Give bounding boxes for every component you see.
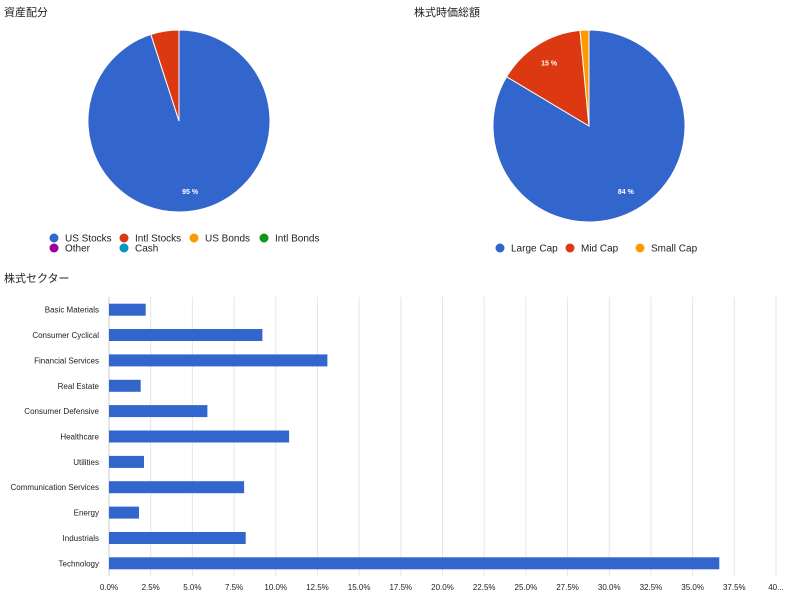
- x-tick-label: 35.0%: [681, 583, 704, 592]
- pie0-legend-intl-bonds[interactable]: Intl Bonds: [275, 234, 319, 245]
- bar-real-estate[interactable]: [109, 379, 141, 392]
- x-tick-label: 40...: [768, 583, 784, 592]
- asset-allocation-title: 資産配分: [4, 7, 48, 19]
- x-tick-label: 30.0%: [598, 583, 621, 592]
- x-tick-label: 22.5%: [473, 583, 496, 592]
- pie1-legend-marker-large-cap: [495, 243, 505, 253]
- x-tick-label: 0.0%: [100, 583, 118, 592]
- pie0-legend-marker-cash: [119, 243, 129, 253]
- bar-consumer-cyclical[interactable]: [109, 329, 263, 341]
- category-label-basic-materials: Basic Materials: [45, 306, 99, 315]
- bar-energy[interactable]: [109, 506, 139, 519]
- category-label-energy: Energy: [74, 509, 99, 518]
- x-tick-label: 37.5%: [723, 583, 746, 592]
- x-tick-label: 32.5%: [640, 583, 663, 592]
- x-tick-label: 15.0%: [348, 583, 371, 592]
- x-tick-label: 10.0%: [264, 583, 287, 592]
- category-label-communication-services: Communication Services: [11, 483, 99, 492]
- category-label-utilities: Utilities: [73, 458, 99, 467]
- category-label-financial-services: Financial Services: [34, 356, 99, 365]
- category-label-technology: Technology: [59, 559, 99, 568]
- x-tick-label: 27.5%: [556, 583, 579, 592]
- bar-communication-services[interactable]: [109, 481, 245, 494]
- pie1-legend-marker-mid-cap: [565, 243, 575, 253]
- category-label-industrials: Industrials: [63, 534, 99, 543]
- pie0-legend-marker-other: [49, 243, 59, 253]
- category-label-consumer-cyclical: Consumer Cyclical: [32, 331, 99, 340]
- category-label-healthcare: Healthcare: [60, 433, 99, 442]
- pie1-legend-marker-small-cap: [635, 243, 645, 253]
- pie0-legend-marker-us-bonds: [189, 233, 199, 243]
- pie1-label-mid-cap: 15 %: [541, 61, 558, 68]
- pie0-legend-cash[interactable]: Cash: [135, 244, 158, 255]
- pie0-label-us-stocks: 95 %: [182, 189, 199, 196]
- pie1-legend-small-cap[interactable]: Small Cap: [651, 244, 698, 255]
- bar-basic-materials[interactable]: [109, 303, 146, 316]
- category-label-real-estate: Real Estate: [58, 382, 100, 391]
- pie1-slice-small-cap[interactable]: [579, 29, 590, 127]
- x-tick-label: 12.5%: [306, 583, 329, 592]
- pie1-legend-mid-cap[interactable]: Mid Cap: [581, 244, 619, 255]
- bar-utilities[interactable]: [109, 455, 144, 468]
- pie0-legend-other[interactable]: Other: [65, 244, 91, 255]
- category-label-consumer-defensive: Consumer Defensive: [24, 407, 99, 416]
- pie1-legend-large-cap[interactable]: Large Cap: [511, 244, 558, 255]
- bar-industrials[interactable]: [109, 532, 246, 544]
- pie0-legend-us-bonds[interactable]: US Bonds: [205, 234, 250, 245]
- pie0-slice-intl-stocks[interactable]: [150, 29, 180, 122]
- bar-financial-services[interactable]: [109, 354, 328, 367]
- bar-healthcare[interactable]: [109, 430, 290, 443]
- x-tick-label: 2.5%: [142, 583, 160, 592]
- sector-chart-title: 株式セクター: [4, 273, 70, 285]
- pie0-legend-intl-stocks[interactable]: Intl Stocks: [135, 234, 181, 245]
- pie0-legend-marker-us-stocks: [49, 233, 59, 243]
- x-tick-label: 7.5%: [225, 583, 243, 592]
- x-tick-label: 25.0%: [515, 583, 538, 592]
- pie0-legend-marker-intl-stocks: [119, 233, 129, 243]
- pie0-legend-us-stocks[interactable]: US Stocks: [65, 234, 112, 245]
- pie0-legend-marker-intl-bonds: [259, 233, 269, 243]
- x-tick-label: 17.5%: [389, 583, 412, 592]
- bar-consumer-defensive[interactable]: [109, 405, 208, 418]
- pie1-label-large-cap: 84 %: [618, 189, 635, 196]
- bar-technology[interactable]: [109, 557, 720, 570]
- pie1-slice-mid-cap[interactable]: [505, 29, 590, 127]
- market-cap-title: 株式時価総額: [414, 7, 480, 19]
- x-tick-label: 5.0%: [183, 583, 201, 592]
- x-tick-label: 20.0%: [431, 583, 454, 592]
